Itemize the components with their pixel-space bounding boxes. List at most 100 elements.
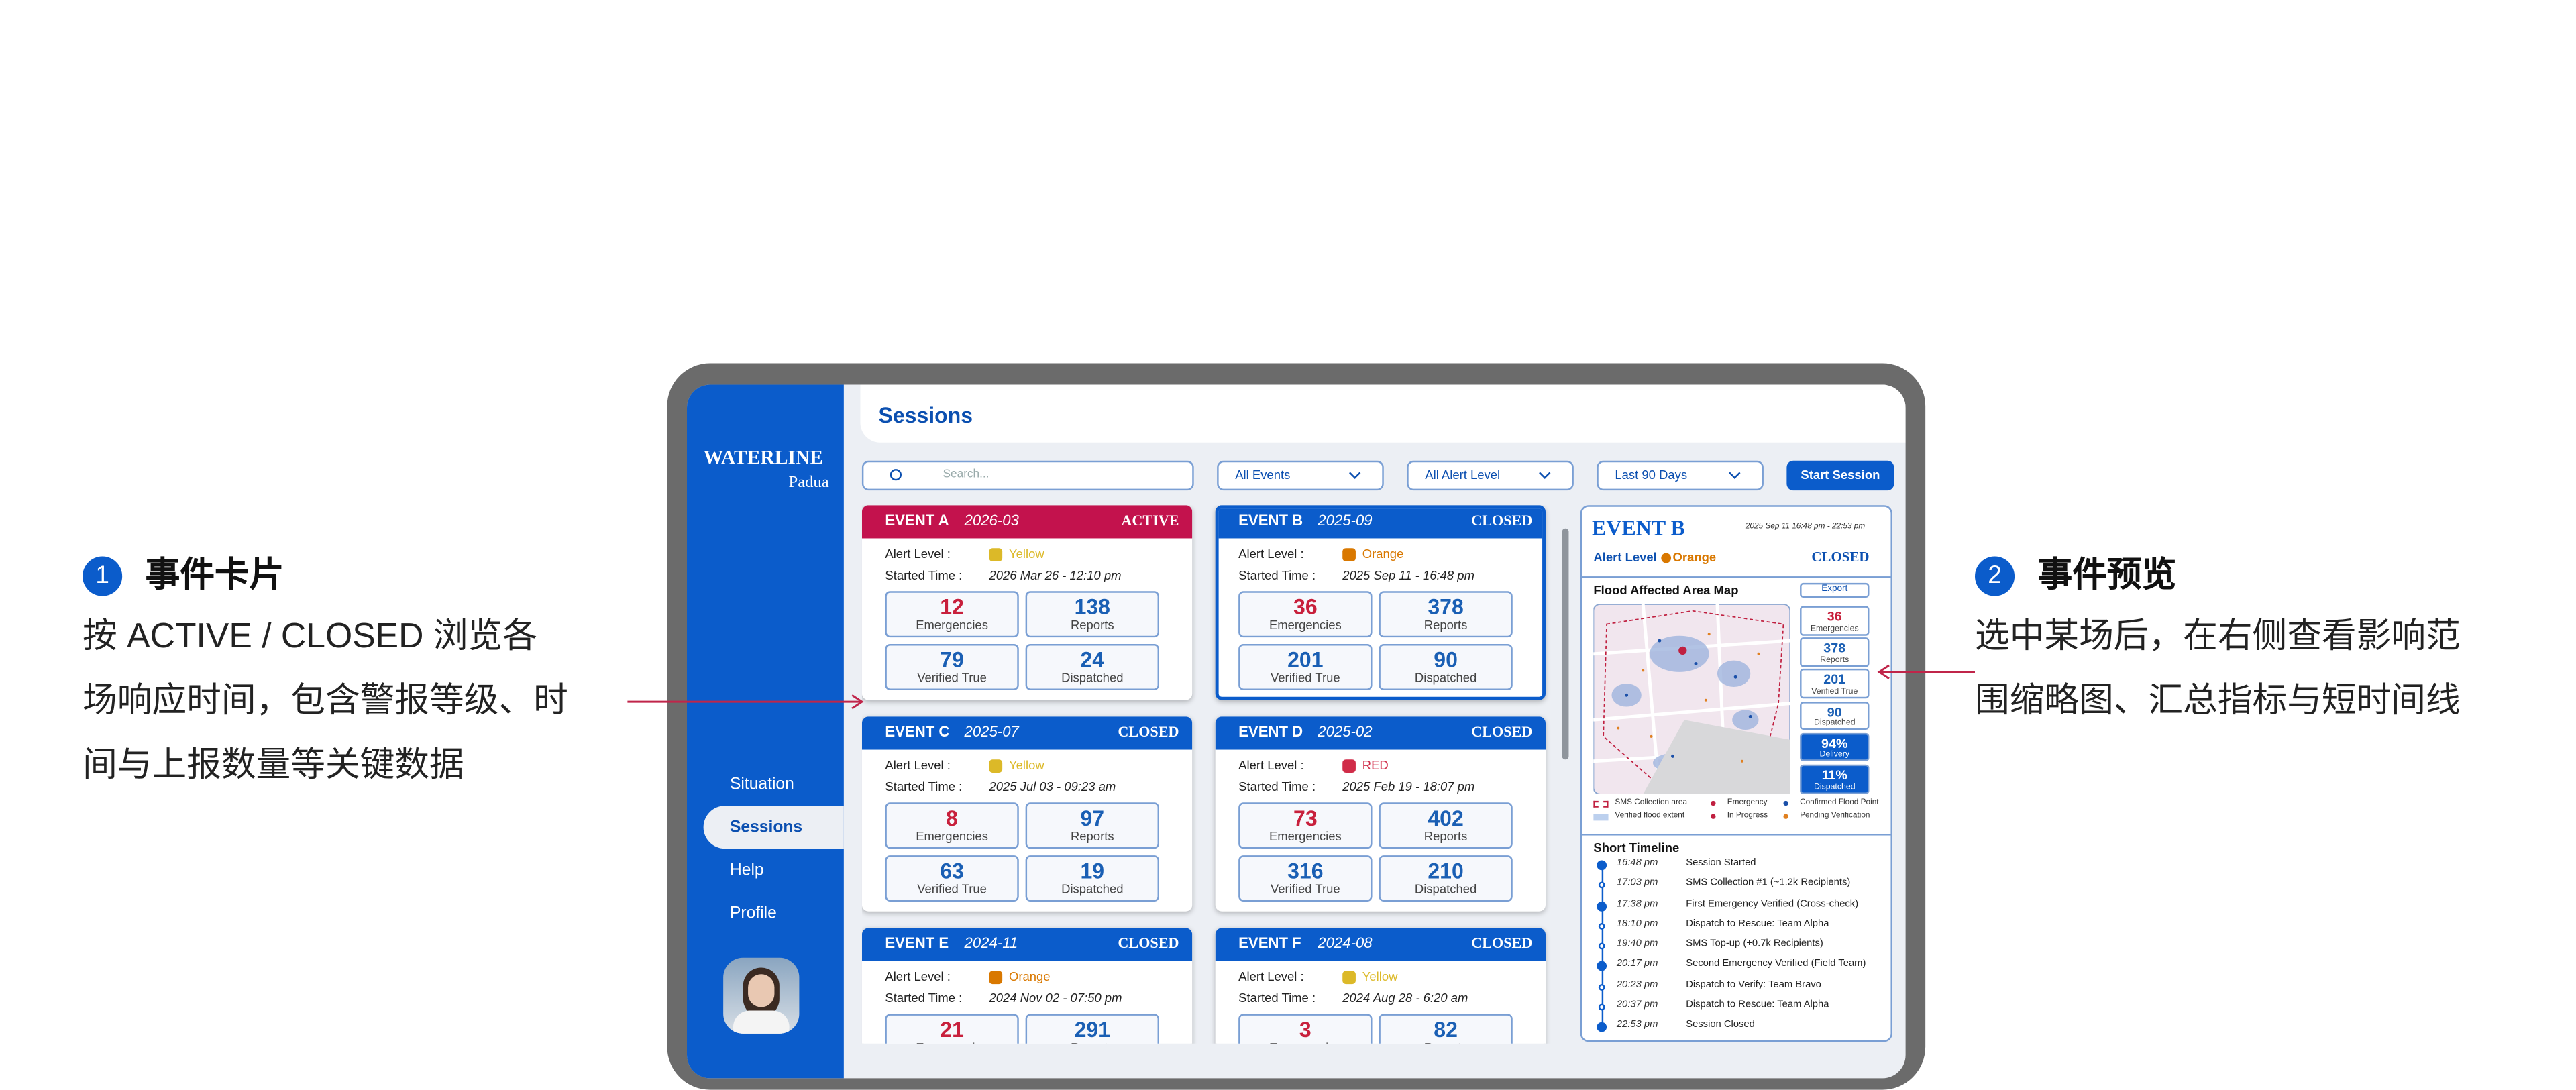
time-label: Started Time : [1238,779,1316,795]
card-header: EVENT A 2026-03 ACTIVE [861,505,1193,539]
alert-value: RED [1362,758,1389,773]
event-card[interactable]: EVENT D 2025-02 CLOSED Alert Level : RED Star… [1215,716,1546,912]
stat-label: Reports [1381,1040,1511,1044]
start-button[interactable]: Start Session [1786,460,1894,491]
legend-label: In Progress [1727,812,1768,821]
event-card[interactable]: EVENT F 2024-08 CLOSED Alert Level : Yellow S… [1215,928,1546,1044]
alert-dot [989,759,1003,773]
timeline-title: Short Timeline [1593,840,1680,856]
event-date: 2026-03 [964,512,1019,529]
stat-value: 291 [1074,1017,1110,1042]
time-label: Started Time : [885,991,963,1006]
filter-dropdown[interactable]: Last 90 Days [1597,460,1764,491]
stat-label: Emergencies [1269,617,1342,633]
timeline-text: Session Started [1686,859,1756,869]
stat-value: 73 [1293,806,1318,831]
timeline-dot [1598,942,1605,950]
stat-box: 210 Dispatched [1379,855,1513,902]
metric-box: 201 Verified True [1800,669,1870,698]
stat-value: 79 [940,647,964,672]
event-card[interactable]: EVENT C 2025-07 CLOSED Alert Level : Yellow S… [861,716,1193,912]
stat-box: 63 Verified True [885,855,1019,902]
alert-value: Orange [1362,547,1404,562]
annotation-title: 事件卡片 [145,557,284,595]
event-card[interactable]: EVENT A 2026-03 ACTIVE Alert Level : Yellow S… [861,505,1193,700]
event-status: CLOSED [1471,723,1533,741]
arrow-head [851,694,864,710]
stat-value: 201 [1287,647,1324,672]
filter-dropdown[interactable]: All Events [1217,460,1384,491]
stat-box: 316 Verified True [1238,855,1373,902]
legend-swatch [1593,800,1609,808]
filter-label: Last 90 Days [1615,467,1688,483]
metric-box: 11% Dispatched [1800,764,1870,794]
legend-swatch [1593,814,1609,821]
stat-label: Dispatched [1061,670,1124,686]
metric-label: Verified True [1811,686,1858,697]
stat-label: Dispatched [1414,670,1477,686]
flood-extent [1732,710,1759,730]
nav-item[interactable]: Sessions [729,818,803,836]
legend-label: Confirmed Flood Point [1800,799,1879,808]
started-time: 2024 Nov 02 - 07:50 pm [989,991,1122,1006]
nav-item[interactable]: Help [729,861,764,879]
export-button[interactable]: Export [1800,582,1870,598]
stage: 1 事件卡片按 ACTIVE / CLOSED 浏览各 场响应时间，包含警报等级、时… [83,363,2461,1090]
metric-label: Reports [1820,655,1849,665]
preview-range: 2025 Sep 11 16:48 pm - 22:53 pm [1745,523,1866,532]
map-points [1625,639,1752,758]
annotation-text: 围缩略图、汇总指标与短时间线 [1974,682,2461,721]
event-status: CLOSED [1471,512,1533,529]
timeline-dot [1598,922,1605,930]
filter-dropdown[interactable]: All Alert Level [1407,460,1574,491]
preview-name: EVENT B [1591,514,1685,539]
nav-item[interactable]: Profile [729,904,777,922]
nav-active-bg [703,806,844,849]
flood-extent [1650,635,1709,672]
stat-value: 24 [1080,647,1105,672]
timeline-time: 19:40 pm [1616,939,1658,950]
card-header: EVENT F 2024-08 CLOSED [1215,928,1546,961]
card-list: EVENT A 2026-03 ACTIVE Alert Level : Yellow S… [861,505,1556,1044]
stat-box: 138 Reports [1025,591,1159,638]
map [1593,604,1790,794]
search-box[interactable]: Search... [861,460,1194,491]
timeline-dot [1598,1003,1605,1010]
annotation-text: 按 ACTIVE / CLOSED 浏览各 [83,618,537,657]
alert-dot [989,548,1003,561]
page: 1 事件卡片按 ACTIVE / CLOSED 浏览各 场响应时间，包含警报等级、时… [83,363,2461,1090]
timeline-time: 17:38 pm [1616,899,1658,910]
event-name: EVENT F [1238,934,1301,952]
alert-label: Alert Level : [885,969,951,985]
timeline-text: Dispatch to Verify: Team Bravo [1686,980,1821,990]
map-land [1643,720,1790,794]
annotation-text: 选中某场后，在右侧查看影响范 [1974,618,2461,657]
metric-label: Emergencies [1810,623,1859,633]
card-header: EVENT C 2025-07 CLOSED [861,716,1193,750]
started-time: 2025 Sep 11 - 16:48 pm [1342,568,1474,584]
stat-label: Emergencies [916,617,988,633]
metric-box: 94% Delivery [1800,732,1870,762]
flood-extent [1717,660,1751,687]
stat-value: 19 [1080,858,1105,883]
timeline-text: SMS Collection #1 (~1.2k Recipients) [1686,879,1851,889]
alert-dot [1342,548,1356,561]
nav-item[interactable]: Situation [729,775,794,794]
timeline-dot [1598,983,1605,990]
divider [1582,834,1891,836]
map-pending [1617,633,1760,763]
legend-label: Verified flood extent [1615,812,1685,821]
legend-label: SMS Collection area [1615,799,1688,808]
event-card[interactable]: EVENT E 2024-11 CLOSED Alert Level : Orange S… [861,928,1193,1044]
event-date: 2025-02 [1318,723,1373,741]
stat-box: 291Reports [1025,1014,1159,1044]
emergency-pin [1678,646,1687,655]
timeline-time: 16:48 pm [1616,859,1658,869]
stat-label: Verified True [917,670,987,686]
map-title: Flood Affected Area Map [1593,583,1739,598]
metric-box: 90 Dispatched [1800,701,1870,730]
metric-value: 90 [1827,704,1842,720]
timeline-text: SMS Top-up (+0.7k Recipients) [1686,939,1823,950]
avatar-body [733,1010,790,1034]
event-card[interactable]: EVENT B 2025-09 CLOSED Alert Level : Orange S… [1215,505,1546,700]
